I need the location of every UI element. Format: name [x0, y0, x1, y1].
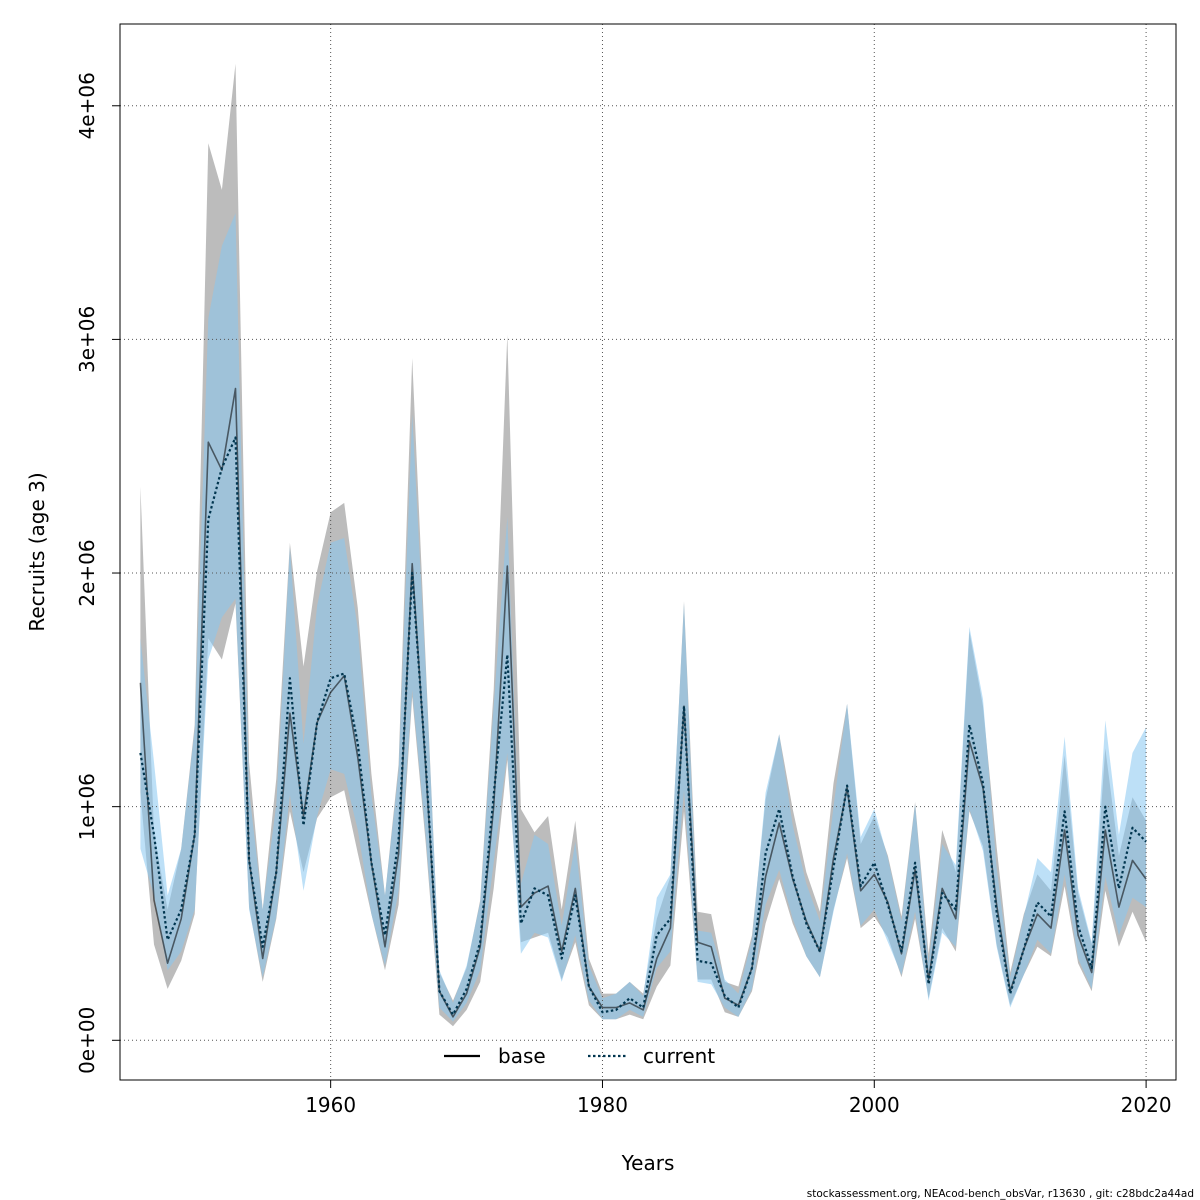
x-tick-label-0: 1960: [305, 1093, 356, 1117]
y-axis-title: Recruits (age 3): [25, 472, 49, 631]
legend-label-base: base: [498, 1044, 546, 1068]
y-tick-label-2: 2e+06: [75, 539, 99, 606]
x-tick-label-3: 2020: [1121, 1093, 1172, 1117]
footer-note: stockassessment.org, NEAcod-bench_obsVar…: [807, 1188, 1194, 1200]
grid-lines: [120, 24, 1176, 1080]
series-line-base: [139, 387, 1147, 1018]
x-axis-title: Years: [621, 1151, 675, 1175]
y-tick-label-1: 1e+06: [75, 773, 99, 840]
band-current: [140, 213, 1147, 1022]
y-tick-label-3: 3e+06: [75, 306, 99, 373]
x-tick-label-2: 2000: [849, 1093, 900, 1117]
legend-label-current: current: [643, 1044, 715, 1068]
legend: base current: [444, 1044, 715, 1068]
axes: 1960 1980 2000 2020 0e+00 1e+06 2e+06 3e+06 4e+0…: [75, 72, 1172, 1117]
y-tick-label-4: 4e+06: [75, 72, 99, 139]
series-lines: [139, 387, 1147, 1018]
y-tick-label-0: 0e+00: [75, 1007, 99, 1074]
plot-frame: [119, 23, 1177, 1081]
confidence-bands: [140, 63, 1147, 1027]
x-tick-label-1: 1980: [577, 1093, 628, 1117]
